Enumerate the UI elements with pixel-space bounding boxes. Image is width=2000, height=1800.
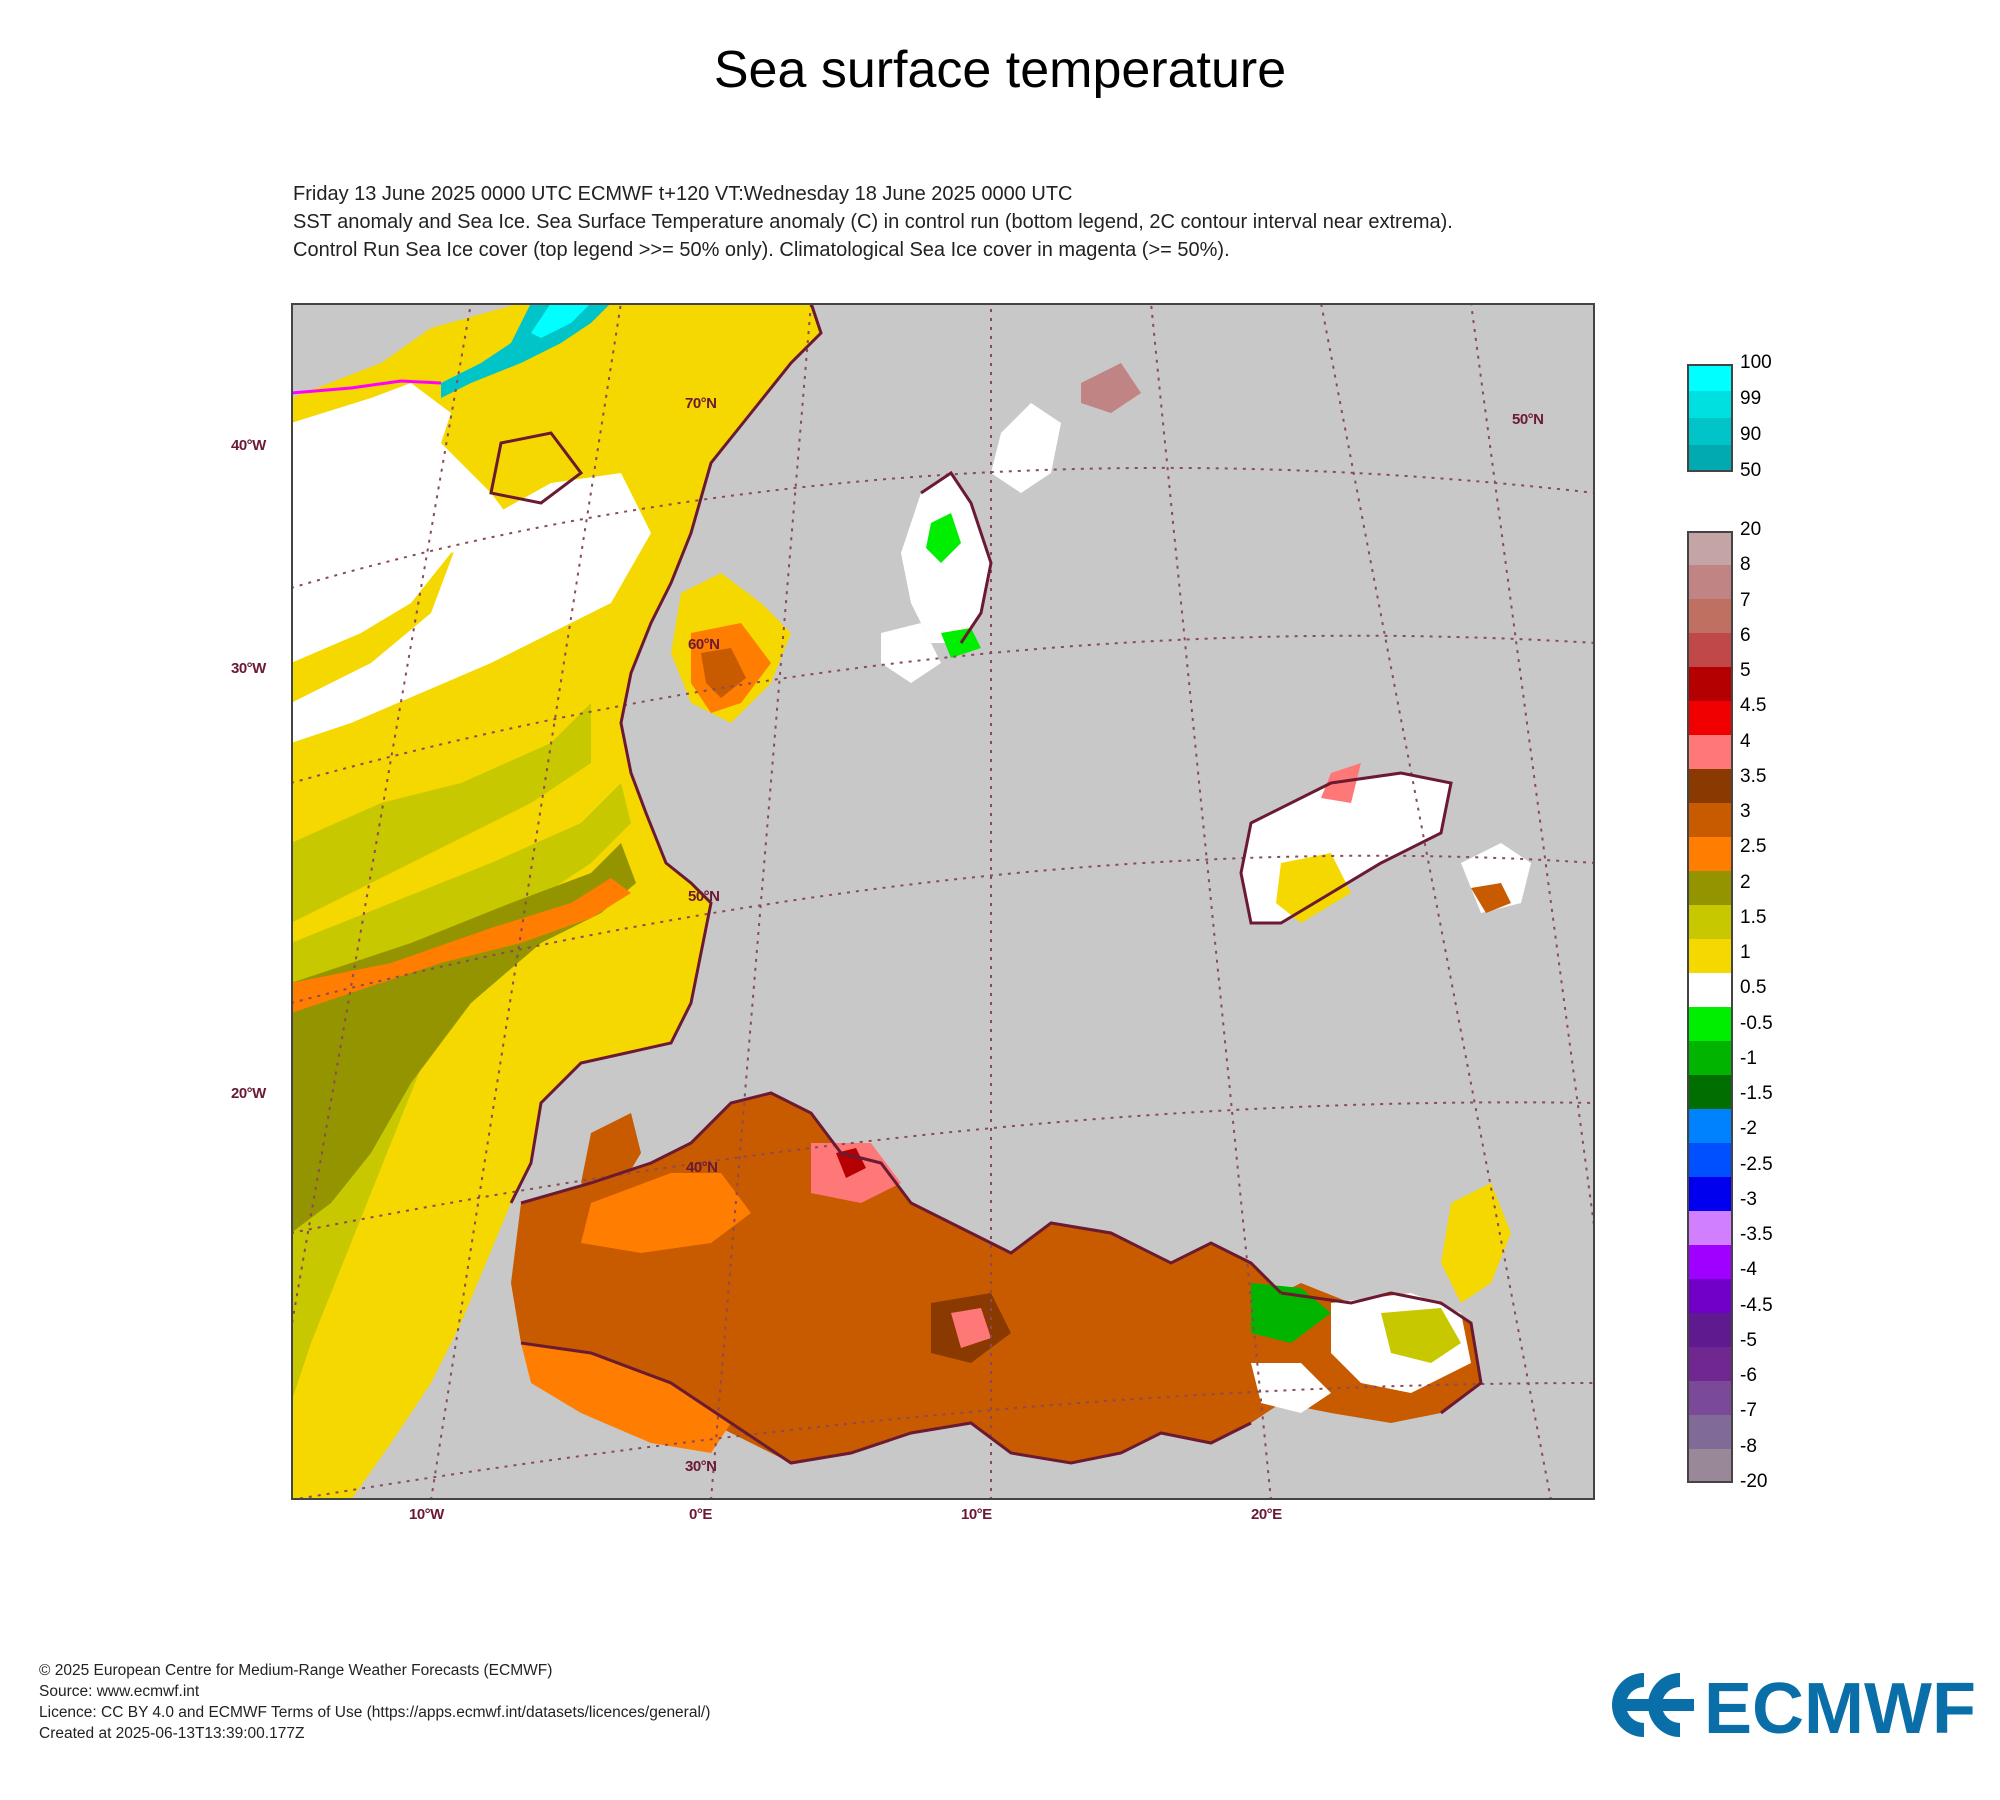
lat-label-60n: 60°N: [688, 636, 720, 653]
sst-legend-swatch: [1687, 1245, 1733, 1279]
sst-legend-swatch: [1687, 1109, 1733, 1143]
sst-legend-swatch: [1687, 837, 1733, 871]
sst-legend-tick-label: 2.5: [1740, 836, 1767, 858]
sst-legend-tick-label: 20: [1740, 519, 1762, 540]
sst-legend-swatch: [1687, 531, 1733, 565]
sea-ice: [441, 303, 611, 398]
sst-legend-swatch: [1687, 633, 1733, 667]
coastlines: [489, 303, 1483, 1465]
sst-legend-tick-label: -3.5: [1740, 1224, 1773, 1246]
lon-label-40w: 40°W: [231, 437, 266, 454]
sst-legend-swatch: [1687, 701, 1733, 735]
sst-legend-swatch: [1687, 1007, 1733, 1041]
sst-legend-tick-label: -1: [1740, 1047, 1757, 1069]
lon-label-30w: 30°W: [231, 660, 266, 677]
sst-legend-swatch: [1687, 939, 1733, 973]
sst-legend-tick-label: 6: [1740, 624, 1751, 646]
sst-legend-tick-label: -8: [1740, 1435, 1757, 1457]
mediterranean-sea: [511, 1093, 1481, 1463]
ecmwf-logo-mark: [1612, 1673, 1694, 1737]
sst-legend-tick-label: 1: [1740, 942, 1751, 964]
lat-label-50n: 50°N: [688, 888, 720, 905]
footer: © 2025 European Centre for Medium-Range …: [39, 1660, 710, 1744]
sst-legend-swatch: [1687, 565, 1733, 599]
sst-legend-swatch: [1687, 667, 1733, 701]
sst-legend-tick-label: -20: [1740, 1471, 1768, 1492]
sst-legend-tick-label: 3: [1740, 801, 1751, 823]
ice-legend-tick-label: 100: [1740, 352, 1772, 373]
sst-legend-tick-label: -3: [1740, 1188, 1757, 1210]
ice-legend-swatch: [1687, 418, 1733, 445]
lat-label-50n-east: 50°N: [1512, 411, 1544, 428]
sst-legend-tick-label: -2.5: [1740, 1153, 1773, 1175]
ecmwf-logo[interactable]: ECMWF: [1600, 1665, 1980, 1745]
ice-legend-swatch: [1687, 364, 1733, 391]
sst-legend-swatch: [1687, 1143, 1733, 1177]
subtitle-line-3: Control Run Sea Ice cover (top legend >>…: [293, 239, 1230, 261]
ice-legend-swatch: [1687, 391, 1733, 418]
ecmwf-logo-text: ECMWF: [1704, 1669, 1976, 1745]
sst-legend-tick-label: 4: [1740, 730, 1751, 752]
sst-legend-tick-label: -2: [1740, 1118, 1757, 1140]
footer-licence: Licence: CC BY 4.0 and ECMWF Terms of Us…: [39, 1704, 711, 1721]
ice-legend-tick-label: 99: [1740, 388, 1762, 409]
sst-legend-tick-label: -6: [1740, 1365, 1757, 1387]
sst-legend-tick-label: -4: [1740, 1259, 1757, 1281]
sst-legend-tick-label: 2: [1740, 871, 1751, 893]
sst-legend-tick-label: 0.5: [1740, 977, 1767, 999]
sst-legend-swatch: [1687, 1041, 1733, 1075]
ice-legend-swatch: [1687, 445, 1733, 472]
sst-legend-tick-label: -1.5: [1740, 1083, 1773, 1105]
sst-legend-tick-label: 3.5: [1740, 765, 1767, 787]
sst-legend-tick-label: 1.5: [1740, 906, 1767, 928]
sst-legend-swatch: [1687, 1279, 1733, 1313]
sst-legend-swatch: [1687, 905, 1733, 939]
subtitle-line-1: Friday 13 June 2025 0000 UTC ECMWF t+120…: [293, 183, 1073, 205]
chart-title: Sea surface temperature: [713, 41, 1287, 99]
lon-label-10w: 10°W: [409, 1506, 444, 1523]
sst-legend-tick-label: -7: [1740, 1400, 1757, 1422]
lon-label-10e: 10°E: [961, 1506, 992, 1523]
sst-legend-swatch: [1687, 769, 1733, 803]
sst-legend-swatch: [1687, 599, 1733, 633]
lat-label-30n: 30°N: [685, 1458, 717, 1475]
sst-legend-swatch: [1687, 1075, 1733, 1109]
sst-legend-tick-label: -5: [1740, 1329, 1757, 1351]
sst-legend-tick-label: 7: [1740, 589, 1751, 611]
lat-label-40n: 40°N: [686, 1159, 718, 1176]
footer-source: Source: www.ecmwf.int: [39, 1683, 200, 1700]
sst-legend-tick-label: 8: [1740, 554, 1751, 576]
footer-created: Created at 2025-06-13T13:39:00.177Z: [39, 1725, 305, 1742]
sst-legend-swatch: [1687, 1211, 1733, 1245]
ice-legend-tick-label: 90: [1740, 424, 1762, 445]
sst-legend-swatch: [1687, 1449, 1733, 1483]
sst-legend-tick-label: 4.5: [1740, 695, 1767, 717]
sst-anomaly-map: [291, 303, 1595, 1500]
sst-legend-swatch: [1687, 803, 1733, 837]
ice-legend-tick-label: 50: [1740, 460, 1762, 481]
lon-label-20w: 20°W: [231, 1085, 266, 1102]
sst-legend-swatch: [1687, 871, 1733, 905]
sst-legend-tick-label: -4.5: [1740, 1294, 1773, 1316]
sst-legend-swatch: [1687, 1177, 1733, 1211]
sst-legend-swatch: [1687, 1347, 1733, 1381]
sst-legend-swatch: [1687, 1313, 1733, 1347]
sst-legend-swatch: [1687, 973, 1733, 1007]
lat-label-70n: 70°N: [685, 395, 717, 412]
lon-label-20e: 20°E: [1251, 1506, 1282, 1523]
subtitle-line-2: SST anomaly and Sea Ice. Sea Surface Tem…: [293, 211, 1453, 233]
sst-legend-tick-label: -0.5: [1740, 1012, 1773, 1034]
lon-label-0e: 0°E: [689, 1506, 712, 1523]
graticule: [291, 303, 1595, 1500]
sst-legend-swatch: [1687, 1381, 1733, 1415]
footer-copyright: © 2025 European Centre for Medium-Range …: [39, 1662, 553, 1679]
sst-legend-tick-label: 5: [1740, 660, 1751, 682]
sst-legend-swatch: [1687, 1415, 1733, 1449]
sst-legend-swatch: [1687, 735, 1733, 769]
